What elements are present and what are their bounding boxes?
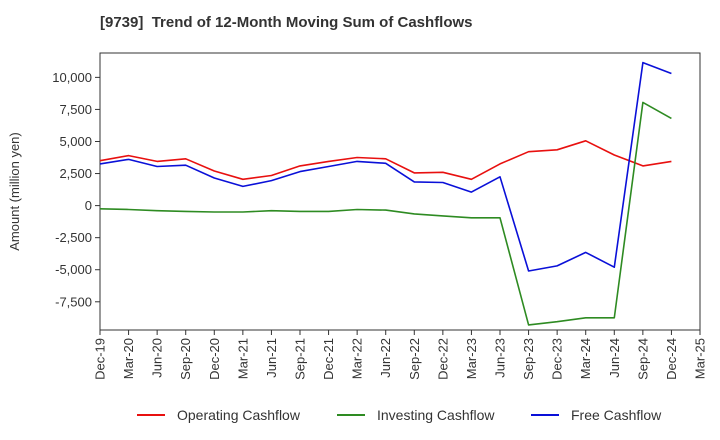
y-tick-label: 7,500 bbox=[59, 102, 92, 117]
x-tick-label: Jun-24 bbox=[607, 338, 622, 378]
x-tick-label: Sep-22 bbox=[407, 338, 422, 380]
series-lines bbox=[99, 61, 672, 326]
x-tick-label: Sep-20 bbox=[178, 338, 193, 380]
y-tick-label: 0 bbox=[85, 198, 92, 213]
x-tick-label: Dec-21 bbox=[321, 338, 336, 380]
plot-frame bbox=[99, 52, 701, 331]
x-tick-label: Sep-23 bbox=[521, 338, 536, 380]
x-tick-label: Jun-21 bbox=[264, 338, 279, 378]
y-tick-label: -5,000 bbox=[55, 262, 92, 277]
x-tick-label: Dec-24 bbox=[664, 338, 679, 380]
y-tick-label: 10,000 bbox=[52, 70, 92, 85]
x-tick-label: Mar-22 bbox=[350, 338, 365, 379]
line-chart: 10,000 7,500 5,000 2,500 0 -2,500 -5,000 -7,500… bbox=[7, 52, 708, 380]
legend-swatch-operating bbox=[137, 414, 165, 416]
legend-label-free: Free Cashflow bbox=[571, 407, 662, 423]
x-tick-label: Mar-25 bbox=[693, 338, 708, 379]
y-tick-label: -7,500 bbox=[55, 294, 92, 309]
legend-item-operating: Operating Cashflow bbox=[137, 404, 300, 426]
y-tick-label: 5,000 bbox=[59, 134, 92, 149]
x-tick-label: Dec-23 bbox=[550, 338, 565, 380]
legend-label-operating: Operating Cashflow bbox=[177, 407, 300, 423]
x-tick-label: Jun-22 bbox=[378, 338, 393, 378]
chart-title: [9739] Trend of 12-Month Moving Sum of C… bbox=[100, 14, 473, 31]
y-tick-label: -2,500 bbox=[55, 230, 92, 245]
x-tick-label: Sep-21 bbox=[293, 338, 308, 380]
x-tick-label: Jun-23 bbox=[493, 338, 508, 378]
x-tick-label: Sep-24 bbox=[635, 338, 650, 380]
chart-legend: Operating Cashflow Investing Cashflow Fr… bbox=[0, 404, 720, 426]
x-tick-label: Mar-20 bbox=[121, 338, 136, 379]
x-tick-label: Dec-19 bbox=[93, 338, 108, 380]
x-tick-label: Dec-22 bbox=[435, 338, 450, 380]
x-tick-label: Jun-20 bbox=[150, 338, 165, 378]
series-line-investing bbox=[99, 101, 672, 326]
y-axis-label: Amount (million yen) bbox=[7, 132, 22, 251]
legend-item-investing: Investing Cashflow bbox=[337, 404, 495, 426]
tick-labels: 10,000 7,500 5,000 2,500 0 -2,500 -5,000 -7,500… bbox=[7, 70, 708, 380]
series-line-free bbox=[99, 61, 672, 272]
legend-label-investing: Investing Cashflow bbox=[377, 407, 495, 423]
axes bbox=[95, 52, 701, 335]
x-tick-label: Mar-23 bbox=[464, 338, 479, 379]
x-tick-label: Mar-21 bbox=[235, 338, 250, 379]
legend-swatch-free bbox=[531, 414, 559, 416]
y-tick-label: 2,500 bbox=[59, 166, 92, 181]
x-tick-label: Dec-20 bbox=[207, 338, 222, 380]
legend-item-free: Free Cashflow bbox=[531, 404, 661, 426]
series-line-operating bbox=[99, 140, 672, 181]
legend-swatch-investing bbox=[337, 414, 365, 416]
x-tick-label: Mar-24 bbox=[578, 338, 593, 379]
